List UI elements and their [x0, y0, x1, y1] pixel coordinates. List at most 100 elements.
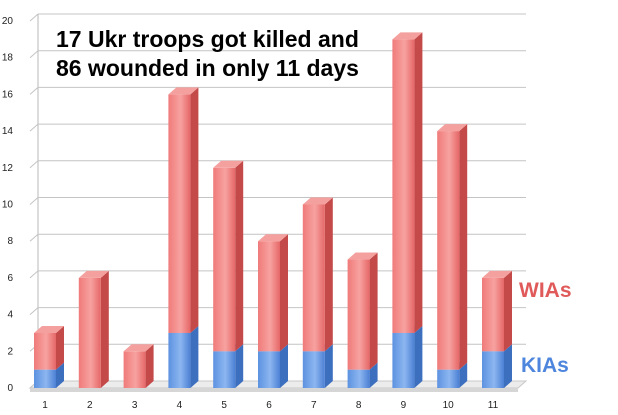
floor-edge [30, 388, 518, 392]
bar-kia-side [369, 362, 378, 388]
y-tick-label: 20 [2, 16, 14, 27]
bar-wia-top [347, 252, 378, 260]
bar-wia-side [145, 344, 154, 388]
bar-wia-top [168, 87, 199, 95]
bar-wia-side [56, 325, 64, 370]
bar-kia-side [504, 344, 512, 388]
bar-kia [392, 325, 423, 388]
bar-wia [78, 270, 109, 388]
bar-wia-top [123, 344, 154, 352]
bar-wia-front [213, 167, 236, 352]
bar-wia [392, 32, 423, 333]
x-tick-label: 6 [266, 400, 272, 411]
y-tick-label: 10 [2, 200, 14, 211]
bar-wia [258, 234, 288, 352]
bar-kia-front [437, 369, 460, 388]
gridline-side [29, 160, 39, 169]
chart-title-line-1: 17 Ukr troops got killed and [56, 26, 359, 52]
bar-kia-side [235, 344, 244, 388]
bar-wia [482, 270, 512, 352]
bar-wia-top [78, 270, 109, 278]
legend-kias: KIAs [521, 354, 569, 377]
y-tick-label: 14 [2, 126, 14, 137]
bar-wia [213, 160, 244, 352]
bars [34, 32, 512, 388]
legend-wias: WIAs [519, 279, 572, 302]
bar-wia [437, 124, 468, 370]
bar-wia-side [504, 270, 512, 352]
x-tick-label: 3 [132, 400, 138, 411]
bar-wia-top [34, 325, 64, 333]
bar-kia [168, 325, 199, 388]
bar-kia-side [324, 344, 333, 388]
bar-kia-front [302, 351, 325, 388]
bar-wia-front [437, 131, 460, 370]
gridline-side [29, 233, 39, 242]
bar-kia-side [280, 344, 288, 388]
bar-wia-top [213, 160, 244, 168]
x-tick-label: 1 [42, 400, 48, 411]
chart-title-line-2: 86 wounded in only 11 days [56, 55, 359, 81]
bar-wia-top [302, 197, 333, 205]
bar-wia-front [482, 277, 504, 352]
bar-wia [302, 197, 333, 352]
bar-wia [123, 344, 154, 388]
bar-wia-top [437, 124, 468, 132]
gridline-side [29, 123, 39, 132]
y-tick-label: 16 [2, 89, 14, 100]
x-tick-label: 9 [401, 400, 407, 411]
bar-wia [168, 87, 199, 333]
x-tick-label: 7 [311, 400, 317, 411]
bar-wia-front [34, 332, 56, 370]
gridline-side [29, 197, 39, 205]
bar-wia-side [100, 270, 109, 388]
y-tick-label: 2 [7, 346, 13, 357]
x-tick-label: 11 [488, 400, 499, 411]
bar-kia-front [258, 351, 280, 388]
bar-kia-side [56, 362, 64, 388]
x-tick-label: 4 [177, 400, 183, 411]
bar-wia [347, 252, 378, 370]
x-tick-label: 10 [443, 400, 455, 411]
gridline-side [29, 50, 39, 59]
gridline-side [29, 307, 39, 315]
y-axis-ticks: 0 2 4 6 8 10 12 14 16 18 20 [2, 16, 14, 394]
bar-kia-front [168, 332, 191, 388]
bar-kia-side [459, 362, 468, 388]
bar-wia-front [258, 241, 280, 352]
bar-kia-front [213, 351, 236, 388]
gridline-side [29, 270, 39, 279]
y-tick-label: 18 [2, 53, 14, 64]
bar-wia-side [414, 32, 423, 333]
bar-wia-front [302, 204, 325, 352]
y-tick-label: 4 [7, 310, 13, 321]
bar-wia-side [369, 252, 378, 370]
bar-wia-side [459, 124, 468, 370]
y-tick-label: 8 [7, 236, 13, 247]
bar-kia-front [347, 369, 370, 388]
bar-wia-side [235, 160, 244, 352]
bar-wia-top [482, 270, 512, 278]
x-tick-label: 8 [356, 400, 362, 411]
gridline-side [29, 87, 39, 95]
y-tick-label: 0 [7, 383, 13, 394]
bar-wia-front [78, 277, 101, 388]
y-tick-label: 6 [7, 273, 13, 284]
y-tick-label: 12 [2, 163, 14, 174]
x-tick-label: 2 [87, 400, 93, 411]
bar-wia-front [168, 94, 191, 333]
bar-wia-front [347, 259, 370, 370]
x-axis-ticks: 1 2 3 4 5 6 7 8 9 10 11 [42, 400, 498, 411]
bar-kia-front [392, 332, 415, 388]
bar-kia-front [34, 369, 56, 388]
bar-kia-side [190, 325, 199, 388]
bar-wia-front [123, 351, 146, 388]
bar-wia-front [392, 39, 415, 333]
bar-wia-side [324, 197, 333, 352]
gridline-side [29, 13, 39, 22]
bar-kia-front [482, 351, 504, 388]
bar-kia-side [414, 325, 423, 388]
bar-wia-side [280, 234, 288, 352]
bar-wia-top [392, 32, 423, 40]
